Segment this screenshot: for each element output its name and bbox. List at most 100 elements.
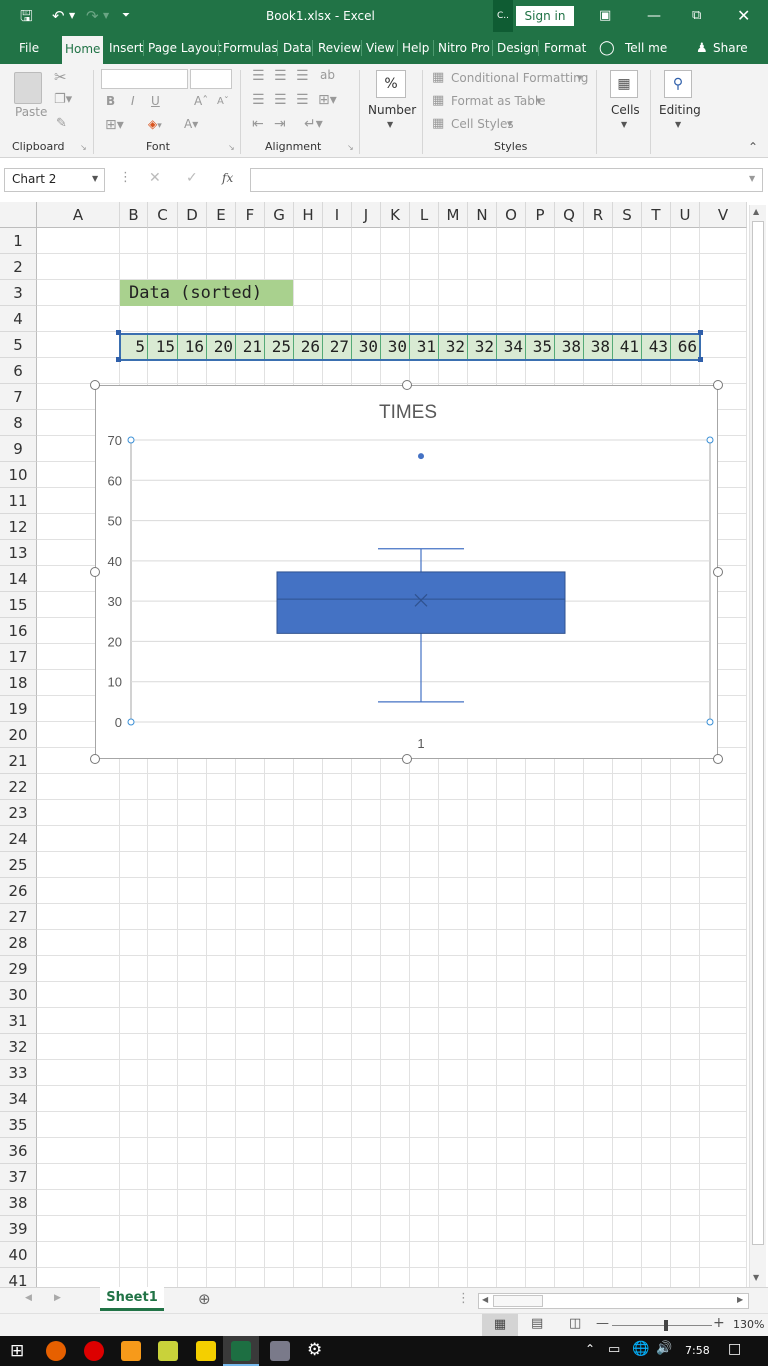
conditional-formatting-icon[interactable]: ▦ [432, 70, 445, 85]
volume-icon[interactable]: 🔊 [656, 1341, 673, 1356]
vertical-scroll-thumb[interactable] [752, 221, 764, 1245]
minimize-icon[interactable]: — [647, 8, 661, 24]
data-cell[interactable]: 38 [584, 334, 613, 360]
editing-dropdown-icon[interactable]: ▼ [675, 120, 682, 129]
clock[interactable]: 7:58 [685, 1344, 710, 1357]
scroll-right-icon[interactable]: ▶ [737, 1295, 744, 1304]
number-dropdown-icon[interactable]: ▼ [387, 120, 394, 129]
windows-start-icon[interactable]: ⊞ [10, 1341, 25, 1361]
column-header-l[interactable]: L [410, 202, 439, 228]
borders-icon[interactable]: ⊞▾ [105, 117, 124, 133]
save-icon[interactable]: 🖫 [20, 7, 33, 25]
tab-data[interactable]: Data [283, 41, 312, 55]
zoom-out-icon[interactable]: — [596, 1316, 609, 1331]
data-cell[interactable]: 32 [468, 334, 497, 360]
align-right-icon[interactable]: ☰ [296, 92, 309, 108]
align-left-icon[interactable]: ☰ [252, 92, 265, 108]
mean-marker[interactable] [414, 593, 428, 607]
row-header-19[interactable]: 19 [0, 696, 37, 722]
enter-entry-icon[interactable]: ✓ [186, 170, 198, 186]
row-header-5[interactable]: 5 [0, 332, 37, 358]
data-cell[interactable]: 5 [120, 334, 148, 360]
column-header-d[interactable]: D [178, 202, 207, 228]
range-handle[interactable] [698, 357, 703, 362]
data-cell[interactable]: 35 [526, 334, 555, 360]
scroll-left-icon[interactable]: ◀ [482, 1295, 489, 1304]
row-header-16[interactable]: 16 [0, 618, 37, 644]
range-handle[interactable] [116, 330, 121, 335]
data-header-cell[interactable]: Data (sorted) [120, 280, 293, 306]
font-color-icon[interactable]: A▾ [184, 117, 199, 131]
row-header-4[interactable]: 4 [0, 306, 37, 332]
sign-in-button[interactable]: Sign in [516, 6, 574, 26]
column-header-s[interactable]: S [613, 202, 642, 228]
column-header-g[interactable]: G [265, 202, 294, 228]
close-icon[interactable]: ✕ [737, 6, 751, 25]
vertical-scrollbar[interactable]: ▲ ▼ [749, 205, 766, 1287]
lightbulb-icon[interactable]: ◯ [599, 40, 615, 56]
cell-styles-button[interactable]: Cell Styles [451, 117, 514, 131]
row-header-3[interactable]: 3 [0, 280, 37, 306]
row-header-8[interactable]: 8 [0, 410, 37, 436]
app-c-icon[interactable] [158, 1341, 178, 1361]
data-cell[interactable]: 43 [642, 334, 671, 360]
merge-center-icon[interactable]: ⊞▾ [318, 92, 337, 108]
select-all-corner[interactable] [0, 202, 37, 228]
format-as-table-dropdown-icon[interactable]: ▼ [536, 97, 542, 105]
row-header-18[interactable]: 18 [0, 670, 37, 696]
range-handle[interactable] [698, 330, 703, 335]
sheet-prev-icon[interactable]: ◀ [25, 1293, 32, 1303]
row-header-30[interactable]: 30 [0, 982, 37, 1008]
tab-home[interactable]: Home [62, 36, 104, 64]
increase-indent-icon[interactable]: ⇥ [274, 116, 286, 132]
column-header-v[interactable]: V [700, 202, 747, 228]
row-header-35[interactable]: 35 [0, 1112, 37, 1138]
row-header-29[interactable]: 29 [0, 956, 37, 982]
row-header-21[interactable]: 21 [0, 748, 37, 774]
row-header-28[interactable]: 28 [0, 930, 37, 956]
data-cell[interactable]: 16 [178, 334, 207, 360]
tab-help[interactable]: Help [402, 41, 430, 55]
column-header-n[interactable]: N [468, 202, 497, 228]
chart-resize-handle[interactable] [713, 754, 723, 764]
cancel-entry-icon[interactable]: ✕ [149, 170, 161, 186]
wrap-text-icon[interactable]: ↵▾ [304, 116, 323, 132]
horizontal-scrollbar[interactable]: ◀ ▶ [478, 1293, 749, 1309]
scroll-up-icon[interactable]: ▲ [753, 207, 760, 216]
row-header-32[interactable]: 32 [0, 1034, 37, 1060]
top-align-icon[interactable]: ☰ [252, 68, 265, 84]
name-box[interactable]: Chart 2 [4, 168, 105, 192]
number-format-icon[interactable]: % [376, 70, 406, 98]
data-cell[interactable]: 38 [555, 334, 584, 360]
italic-button[interactable]: I [131, 94, 135, 108]
row-header-37[interactable]: 37 [0, 1164, 37, 1190]
middle-align-icon[interactable]: ☰ [274, 68, 287, 84]
collapse-ribbon-icon[interactable]: ⌃ [748, 140, 759, 154]
fill-color-icon[interactable]: ◈▾ [148, 117, 162, 131]
column-header-h[interactable]: H [294, 202, 323, 228]
row-header-20[interactable]: 20 [0, 722, 37, 748]
row-header-34[interactable]: 34 [0, 1086, 37, 1112]
tab-file[interactable]: File [19, 41, 40, 55]
tab-format[interactable]: Format [544, 41, 587, 55]
restore-icon[interactable]: ⧉ [692, 8, 702, 23]
zoom-slider-thumb[interactable] [664, 1320, 668, 1331]
font-size-box[interactable] [190, 69, 232, 89]
cell-styles-icon[interactable]: ▦ [432, 116, 445, 131]
data-cell[interactable]: 15 [148, 334, 178, 360]
data-cell[interactable]: 31 [410, 334, 439, 360]
plot-area-handle[interactable] [127, 436, 135, 444]
excel-taskbar-active[interactable] [223, 1336, 259, 1366]
grow-font-icon[interactable]: Aˆ [194, 94, 209, 108]
editing-icon[interactable]: ⚲ [664, 70, 692, 98]
share-button[interactable]: Share [713, 41, 748, 55]
tab-split-grip-icon[interactable]: ⋮ [457, 1291, 470, 1306]
conditional-formatting-button[interactable]: Conditional Formatting [451, 71, 589, 85]
data-cell[interactable]: 20 [207, 334, 236, 360]
chart-resize-handle[interactable] [90, 754, 100, 764]
zoom-slider[interactable] [612, 1320, 712, 1331]
row-header-33[interactable]: 33 [0, 1060, 37, 1086]
zoom-level[interactable]: 130% [733, 1318, 765, 1331]
cut-icon[interactable]: ✂ [54, 68, 67, 86]
row-header-24[interactable]: 24 [0, 826, 37, 852]
